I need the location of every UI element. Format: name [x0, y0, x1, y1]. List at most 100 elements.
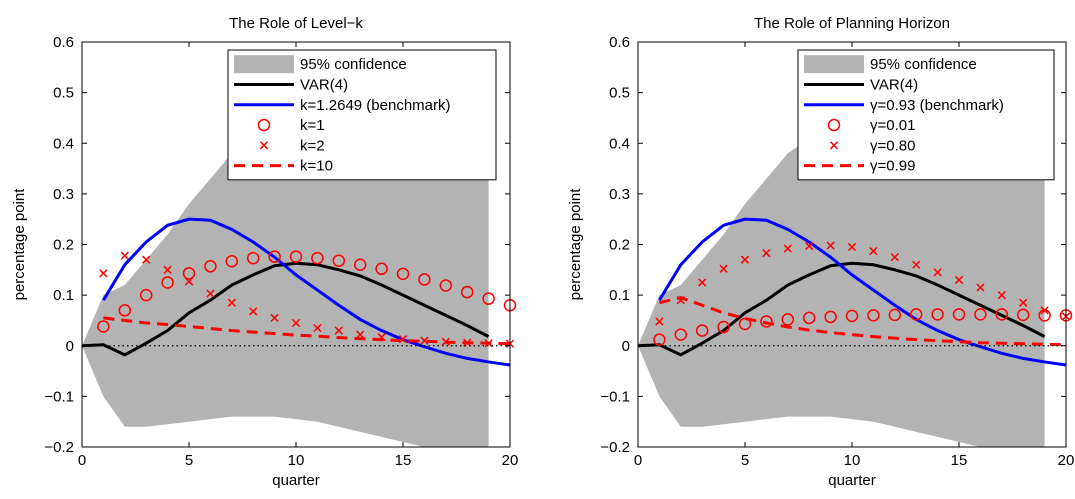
- chart1-xtick-label-2: 10: [844, 452, 861, 469]
- chart1-series-0-80-point-13: [933, 268, 942, 277]
- chart0-series-k-1-point-6: [225, 254, 239, 268]
- chart0-series-k-1-2649-benchmark: [102, 217, 511, 367]
- chart1-series-0-80-point-3: [719, 264, 728, 273]
- chart0-series-k-1-point-18: [482, 292, 495, 305]
- chart1-legend-box: [797, 49, 1055, 181]
- chart0-series-k-2-point-8: [270, 313, 279, 323]
- chart1-series-0-80-point-6: [783, 244, 792, 253]
- chart1-series-0-80-point-5: [762, 248, 771, 258]
- chart-panel-planning-horizon: −0.2 −0.1 0 0.1 0.2 0.3 0.4 0.5 0.6 0 5 10 15 20 The R…: [567, 15, 1074, 489]
- chart0-xtick-label-2: 10: [288, 452, 305, 469]
- chart0-ytick-label-0: −0.2: [44, 439, 74, 456]
- chart1-series-0-01-point-2: [695, 324, 709, 337]
- chart0-series-k-10: [103, 316, 511, 346]
- chart1-series-0-01-point-0: [653, 333, 666, 346]
- chart1-series-0-80-point-12: [912, 260, 921, 269]
- chart1-legend-95-confidence-swatch: [804, 55, 864, 74]
- chart1-xtick-label-3: 15: [951, 452, 968, 469]
- chart1-series-0-80-point-0: [655, 317, 664, 326]
- chart1-ytick-label-6: 0.4: [609, 135, 630, 152]
- chart0-legend: 95% confidence VAR(4) k=1.2649 (benchmark)…: [227, 49, 497, 181]
- chart1-series-0-01-point-8: [824, 310, 837, 324]
- chart0-series-k-2-point-5: [206, 289, 215, 298]
- chart1-legend-0-01-label: γ=0.01: [870, 117, 915, 134]
- chart1-ytick-label-2: 0: [622, 338, 630, 355]
- chart1-series-0-80-point-11: [890, 253, 899, 262]
- chart1-series-0-01-point-1: [674, 328, 688, 341]
- chart0-legend-var-4-label: VAR(4): [300, 76, 348, 93]
- chart0-series-k-2-point-15: [420, 336, 429, 345]
- chart0-series-k-2-point-0: [99, 269, 108, 278]
- chart0-series-k-1-point-12: [353, 258, 367, 271]
- chart1-ytick-label-8: 0.6: [609, 34, 630, 51]
- chart0-series-k-2-point-10: [313, 323, 322, 333]
- chart0-legend-95-confidence-swatch: [234, 55, 294, 74]
- chart0-series-k-1-point-9: [289, 250, 303, 263]
- chart0-series-k-2-point-6: [227, 298, 236, 307]
- chart-panel-level-k: −0.2 −0.1 0 0.1 0.2 0.3 0.4 0.5 0.6 0 5 10 15 20 The R…: [11, 15, 518, 489]
- chart0-series-k-2-point-11: [334, 326, 343, 335]
- chart0-xlabel: quarter: [272, 472, 320, 489]
- chart0-legend-k-2-label: k=2: [300, 137, 325, 154]
- chart1-series-0-80-point-14: [954, 275, 964, 285]
- chart1-xtick-label-4: 20: [1058, 452, 1075, 469]
- chart1-series-0-01: [653, 308, 1073, 346]
- chart0-legend-95-confidence-label: 95% confidence: [300, 56, 407, 73]
- chart1-series-0-80: [655, 241, 1071, 326]
- chart1-series-0-01-point-12: [909, 308, 923, 321]
- chart0-series-k-1-point-16: [439, 279, 453, 292]
- chart1-series-0-99: [659, 296, 1067, 347]
- chart1-xlabel: quarter: [828, 472, 876, 489]
- chart1-series-0-80-point-15: [976, 283, 985, 292]
- chart0-title: The Role of Level−k: [229, 15, 363, 32]
- chart1-legend-var-4-label: VAR(4): [870, 76, 918, 93]
- chart0-confidence-band: [82, 117, 489, 447]
- chart0-series-k-1-point-13: [375, 262, 388, 276]
- chart0-ytick-label-3: 0.1: [53, 287, 74, 304]
- chart0-series-k-2-point-1: [120, 251, 129, 260]
- chart0-series-k-2-point-2: [142, 255, 151, 264]
- chart1-series-0-80-point-4: [740, 255, 750, 264]
- chart1-series-0-80-point-16: [997, 290, 1006, 300]
- chart0-series-k-1-point-7: [246, 251, 260, 265]
- chart0-xtick-label-1: 5: [185, 452, 193, 469]
- chart0-series-k-1-point-3: [161, 276, 174, 289]
- chart0-series-k-2-point-7: [249, 307, 258, 316]
- chart0-series-k-1-point-5: [204, 260, 217, 273]
- chart0-ytick-label-4: 0.2: [53, 237, 74, 254]
- chart1-ytick-label-5: 0.3: [609, 186, 630, 203]
- chart0-series-k-1-point-14: [396, 267, 410, 281]
- chart0-ytick-label-7: 0.5: [53, 85, 74, 102]
- chart1-ylabel: percentage point: [567, 188, 584, 301]
- chart0-ytick-label-2: 0: [66, 338, 74, 355]
- chart0-series-k-1-point-10: [311, 251, 324, 265]
- chart0-ytick-label-8: 0.6: [53, 34, 74, 51]
- chart1-legend-0-93-benchmark-label: γ=0.93 (benchmark): [870, 97, 1004, 114]
- chart0-legend-k-1-2649-benchmark-label: k=1.2649 (benchmark): [300, 97, 451, 114]
- chart1-series-0-80-point-8: [826, 241, 835, 250]
- chart1-series-0-80-point-18: [1040, 306, 1049, 315]
- chart1-series-0-01-point-17: [1016, 308, 1030, 322]
- chart1-series-0-01-point-9: [845, 309, 859, 323]
- chart1-ytick-label-4: 0.2: [609, 237, 630, 254]
- chart1-series-0-80-point-9: [847, 242, 857, 252]
- chart0-ytick-label-5: 0.3: [53, 186, 74, 203]
- chart1-series-0-01-point-16: [995, 308, 1009, 321]
- chart0-series-k-1: [97, 250, 517, 333]
- chart0-series-k-1-point-17: [460, 285, 474, 299]
- chart0-legend-k-1-label: k=1: [300, 117, 325, 134]
- chart1-series-0-01-point-4: [738, 317, 752, 331]
- chart1-series-0-93-benchmark: [658, 217, 1067, 367]
- chart1-series-0-01-point-15: [974, 308, 987, 321]
- chart0-ytick-label-1: −0.1: [44, 388, 74, 405]
- chart0-series-k-1-point-11: [332, 254, 346, 267]
- chart0-xtick-label-0: 0: [78, 452, 86, 469]
- chart0-xtick-label-4: 20: [502, 452, 519, 469]
- chart0-series-k-2-point-9: [291, 318, 301, 328]
- chart1-legend: 95% confidence VAR(4) γ=0.93 (benchmark) γ=…: [797, 49, 1055, 181]
- chart1-legend-0-01-swatch: [827, 118, 841, 132]
- chart1-title: The Role of Planning Horizon: [754, 15, 950, 32]
- chart1-series-0-01-point-6: [781, 313, 795, 326]
- chart1-series-0-01-point-14: [952, 308, 966, 321]
